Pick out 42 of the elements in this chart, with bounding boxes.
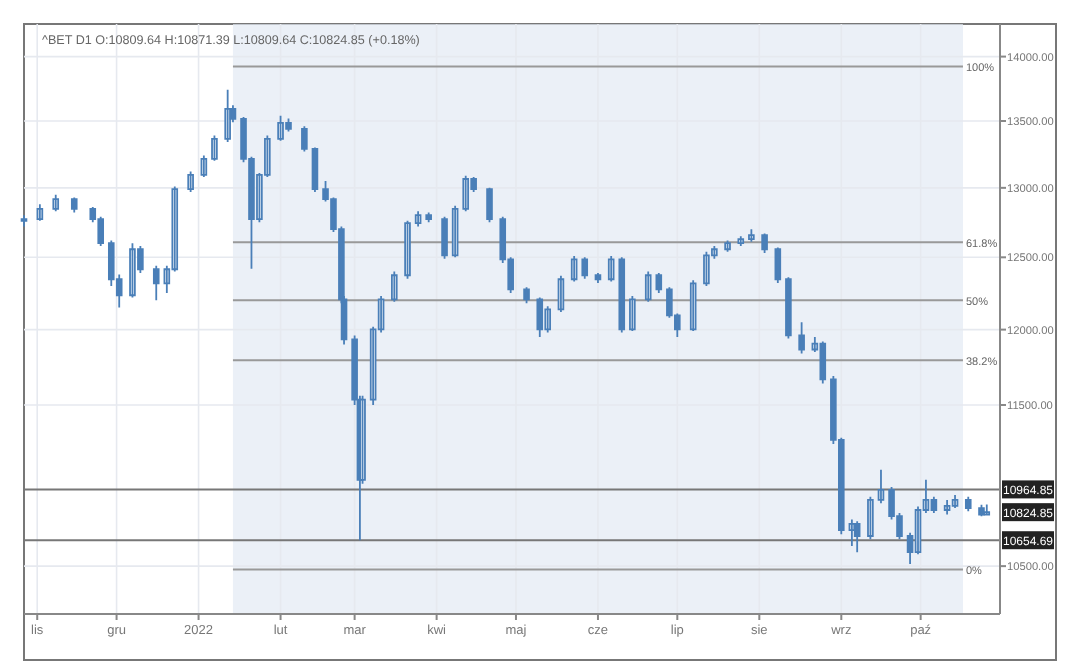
candlestick [964, 495, 972, 513]
candlestick [983, 503, 991, 516]
candlestick [187, 170, 194, 193]
candlestick [97, 215, 104, 247]
candlestick [301, 125, 308, 153]
candlestick [285, 117, 292, 133]
candlestick [523, 286, 530, 305]
candlestick [129, 242, 136, 299]
candlestick [441, 215, 448, 260]
candlestick [211, 134, 218, 162]
candlestick [877, 468, 885, 505]
candlestick [951, 494, 959, 509]
candlestick [224, 88, 231, 144]
candlestick [594, 272, 602, 284]
candlestick [404, 219, 411, 280]
candlestick [36, 203, 44, 222]
candlestick [581, 256, 589, 280]
candlestick [391, 270, 398, 303]
candlestick [943, 499, 951, 516]
candlestick [544, 305, 552, 334]
candlestick [853, 520, 861, 554]
candlestick [618, 256, 626, 334]
candlestick [724, 239, 731, 253]
candlestick [737, 235, 745, 247]
candlestick [819, 340, 827, 385]
candlestick [536, 296, 544, 338]
candlestick [848, 518, 856, 547]
candlestick [785, 276, 792, 340]
candlestick [52, 193, 60, 213]
candlestick [761, 232, 768, 254]
candlestick [70, 196, 78, 214]
candlestick [486, 186, 493, 224]
candlestick [425, 211, 432, 224]
candlestick [414, 210, 422, 228]
candlestick [748, 228, 755, 243]
candlestick [462, 174, 470, 213]
candlestick [798, 321, 805, 355]
candlestick [277, 114, 284, 142]
candlestick [867, 495, 874, 541]
candlestick [629, 295, 636, 332]
candlestick [152, 264, 160, 302]
candlestick [703, 250, 710, 287]
